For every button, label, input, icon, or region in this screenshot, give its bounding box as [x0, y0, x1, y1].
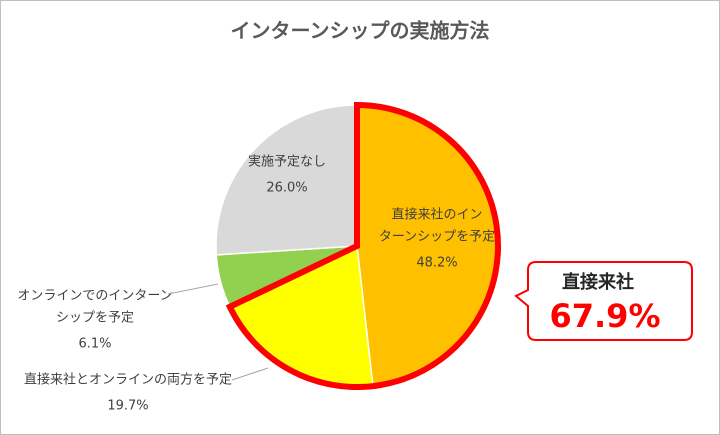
data-label-category: 直接来社のイン — [391, 207, 482, 223]
data-label-category: ターンシップを予定 — [379, 230, 495, 245]
data-label-value: 19.7% — [107, 399, 148, 414]
leader-line — [167, 283, 219, 295]
highlight-outline — [225, 101, 501, 390]
pie-slice — [215, 104, 358, 256]
data-label-value: 6.1% — [78, 337, 111, 352]
callout-value: 67.9% — [549, 297, 660, 335]
data-label-category: シップを予定 — [56, 311, 134, 326]
data-label-category: 直接来社とオンラインの両方を予定 — [24, 372, 232, 388]
leader-line — [231, 367, 269, 381]
callout-label: 直接来社 — [562, 271, 634, 293]
data-label-value: 48.2% — [416, 256, 457, 271]
chart-title: インターンシップの実施方法 — [231, 19, 490, 43]
data-label-category: 実施予定なし — [248, 154, 326, 170]
data-label-category: オンラインでのインターン — [17, 289, 172, 304]
data-label-value: 26.0% — [266, 181, 307, 196]
callout-box — [514, 261, 693, 341]
